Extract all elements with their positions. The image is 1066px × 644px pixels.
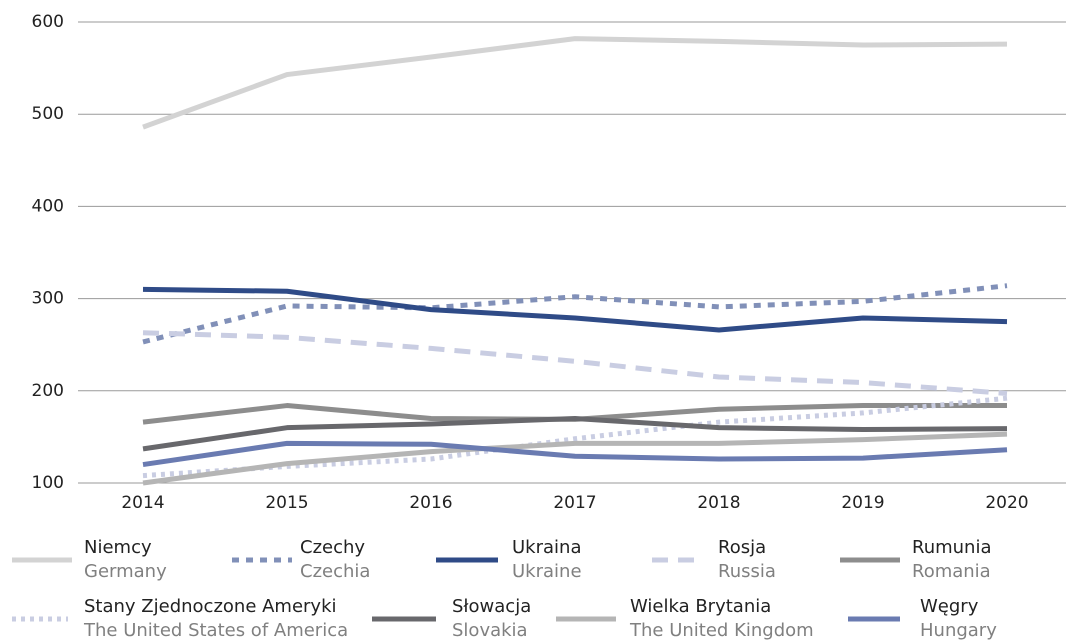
legend-label: Słowacja bbox=[452, 596, 531, 617]
y-tick-label: 300 bbox=[32, 289, 64, 309]
legend-label: Wielka Brytania bbox=[630, 596, 771, 617]
y-tick-label: 100 bbox=[32, 473, 64, 493]
legend-label: Stany Zjednoczone Ameryki bbox=[84, 596, 337, 617]
legend-label: Węgry bbox=[920, 596, 979, 617]
y-tick-label: 400 bbox=[32, 196, 64, 216]
legend-sublabel: Slovakia bbox=[452, 620, 528, 641]
series-line bbox=[142, 36, 1008, 130]
y-tick-label: 200 bbox=[32, 381, 64, 401]
x-tick-label: 2020 bbox=[985, 493, 1028, 513]
x-tick-label: 2015 bbox=[265, 493, 308, 513]
series-line bbox=[142, 395, 1008, 479]
x-tick-label: 2019 bbox=[841, 493, 884, 513]
legend-label: Rosja bbox=[718, 537, 766, 558]
x-tick-label: 2016 bbox=[409, 493, 452, 513]
legend-sublabel: Czechia bbox=[300, 561, 370, 582]
legend-sublabel: Germany bbox=[84, 561, 167, 582]
legend-label: Rumunia bbox=[912, 537, 992, 558]
x-tick-label: 2018 bbox=[697, 493, 740, 513]
series-line bbox=[142, 330, 1008, 397]
legend-label: Czechy bbox=[300, 537, 365, 558]
x-tick-label: 2017 bbox=[553, 493, 596, 513]
legend-sublabel: Hungary bbox=[920, 620, 997, 641]
legend-sublabel: Romania bbox=[912, 561, 991, 582]
series-line bbox=[142, 283, 1008, 345]
y-tick-label: 500 bbox=[32, 104, 64, 124]
legend-label: Niemcy bbox=[84, 537, 152, 558]
x-tick-label: 2014 bbox=[121, 493, 164, 513]
legend-sublabel: The United States of America bbox=[83, 620, 348, 641]
series-line bbox=[142, 415, 1008, 452]
series-line bbox=[142, 286, 1008, 333]
legend-label: Ukraina bbox=[512, 537, 581, 558]
y-tick-label: 600 bbox=[32, 12, 64, 32]
legend-sublabel: Ukraine bbox=[512, 561, 582, 582]
legend-sublabel: The United Kingdom bbox=[629, 620, 814, 641]
legend-sublabel: Russia bbox=[718, 561, 776, 582]
series-line bbox=[142, 440, 1008, 468]
series-line bbox=[142, 431, 1008, 486]
